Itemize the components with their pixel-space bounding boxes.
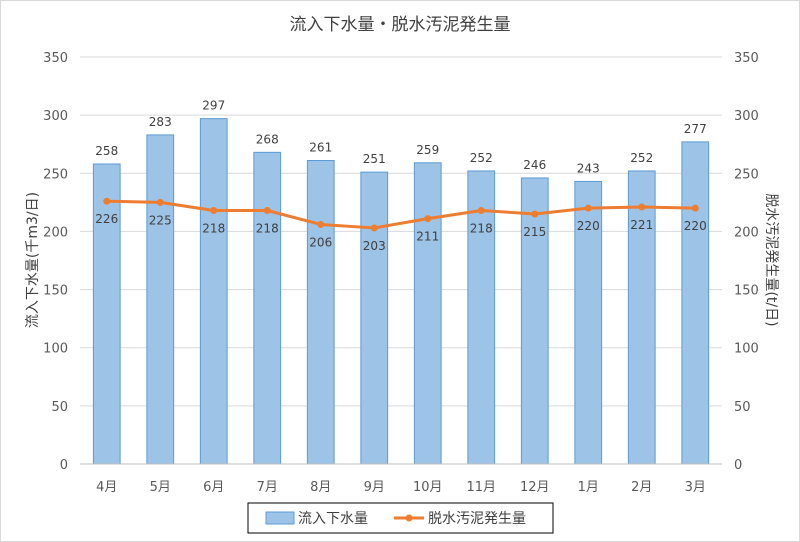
legend-swatch-marker xyxy=(405,514,413,522)
line-data-label: 221 xyxy=(630,218,653,232)
bar-data-label: 268 xyxy=(256,132,279,146)
x-tick-label: 2月 xyxy=(631,480,652,495)
line-point xyxy=(317,220,325,228)
line-point xyxy=(691,204,699,212)
line-data-label: 225 xyxy=(149,213,172,227)
right-tick-label: 300 xyxy=(734,109,759,124)
line-data-label: 215 xyxy=(523,225,546,239)
bar-data-label: 261 xyxy=(309,140,332,154)
right-axis-ticks: 0 50 100 150 200 250 300 350 xyxy=(734,51,759,473)
bar-data-label: 252 xyxy=(630,151,653,165)
bar-series xyxy=(92,118,710,465)
right-tick-label: 50 xyxy=(734,400,751,415)
bar xyxy=(360,171,389,465)
bar xyxy=(306,159,335,465)
line-point xyxy=(584,204,592,212)
line-point xyxy=(531,210,539,218)
right-tick-label: 200 xyxy=(734,225,759,240)
left-axis-title: 流入下水量(千m3/日) xyxy=(25,192,41,328)
chart-title: 流入下水量・脱水汚泥発生量 xyxy=(290,15,511,35)
bar-data-label: 277 xyxy=(684,122,707,136)
x-tick-label: 9月 xyxy=(364,480,385,495)
x-tick-label: 6月 xyxy=(203,480,224,495)
line-data-label: 220 xyxy=(577,219,600,233)
left-tick-label: 200 xyxy=(43,225,68,240)
line-data-label: 203 xyxy=(363,239,386,253)
bar xyxy=(199,118,228,465)
x-tick-label: 12月 xyxy=(520,480,550,495)
bar xyxy=(413,162,442,465)
line-point xyxy=(477,206,485,214)
bar-data-label: 246 xyxy=(523,158,546,172)
bar-data-label: 297 xyxy=(202,99,225,113)
line-point xyxy=(156,198,164,206)
line-data-label: 226 xyxy=(95,212,118,226)
right-tick-label: 350 xyxy=(734,51,759,66)
line-point xyxy=(370,224,378,232)
right-tick-label: 250 xyxy=(734,167,759,182)
x-tick-label: 3月 xyxy=(685,480,706,495)
x-tick-label: 1月 xyxy=(578,480,599,495)
line-data-label: 206 xyxy=(309,235,332,249)
left-tick-label: 350 xyxy=(43,51,68,66)
left-tick-label: 50 xyxy=(51,400,68,415)
left-axis-ticks: 0 50 100 150 200 250 300 350 xyxy=(43,51,68,473)
right-axis-title: 脱水汚泥発生量(t/日) xyxy=(763,193,779,326)
x-tick-label: 7月 xyxy=(257,480,278,495)
bar-data-label: 259 xyxy=(416,143,439,157)
legend: 流入下水量 脱水汚泥発生量 xyxy=(247,502,554,534)
line-point xyxy=(210,206,218,214)
line-data-label: 218 xyxy=(256,221,279,235)
x-tick-label: 8月 xyxy=(310,480,331,495)
line-point xyxy=(638,203,646,211)
line-data-label: 218 xyxy=(470,221,493,235)
bar-data-label: 283 xyxy=(149,115,172,129)
line-data-label: 218 xyxy=(202,221,225,235)
x-tick-label: 11月 xyxy=(466,480,496,495)
line-point xyxy=(263,206,271,214)
line-point xyxy=(424,215,432,223)
bar xyxy=(92,163,121,465)
right-tick-label: 0 xyxy=(734,458,742,473)
left-tick-label: 150 xyxy=(43,284,68,299)
bar xyxy=(253,151,282,465)
left-tick-label: 250 xyxy=(43,167,68,182)
bar xyxy=(146,134,175,465)
x-tick-label: 10月 xyxy=(413,480,443,495)
bar-data-label: 243 xyxy=(577,161,600,175)
x-axis-ticks: 4月 5月 6月 7月 8月 9月 10月 11月 12月 1月 2月 3月 xyxy=(96,480,706,495)
bar-data-label: 252 xyxy=(470,151,493,165)
right-tick-label: 150 xyxy=(734,284,759,299)
x-tick-label: 4月 xyxy=(96,480,117,495)
left-tick-label: 300 xyxy=(43,109,68,124)
x-tick-label: 5月 xyxy=(150,480,171,495)
bar xyxy=(627,170,656,465)
bar xyxy=(467,170,496,465)
bar xyxy=(574,180,603,465)
legend-swatch-bar xyxy=(265,511,295,525)
bar-data-label: 251 xyxy=(363,152,386,166)
line-point xyxy=(103,197,111,205)
bar-data-label: 258 xyxy=(95,144,118,158)
grid-lines xyxy=(80,56,722,407)
legend-label-bar: 流入下水量 xyxy=(298,511,368,527)
line-data-label: 211 xyxy=(416,230,439,244)
legend-label-line: 脱水汚泥発生量 xyxy=(428,511,526,527)
series-line xyxy=(106,199,696,230)
left-tick-label: 100 xyxy=(43,342,68,357)
left-tick-label: 0 xyxy=(60,458,68,473)
line-series xyxy=(103,197,699,232)
right-tick-label: 100 xyxy=(734,342,759,357)
bar xyxy=(681,141,710,465)
line-data-label: 220 xyxy=(684,219,707,233)
data-labels: 258 283 297 268 261 251 259 252 246 243 252 277 226 2… xyxy=(95,99,706,253)
bar xyxy=(520,177,549,465)
